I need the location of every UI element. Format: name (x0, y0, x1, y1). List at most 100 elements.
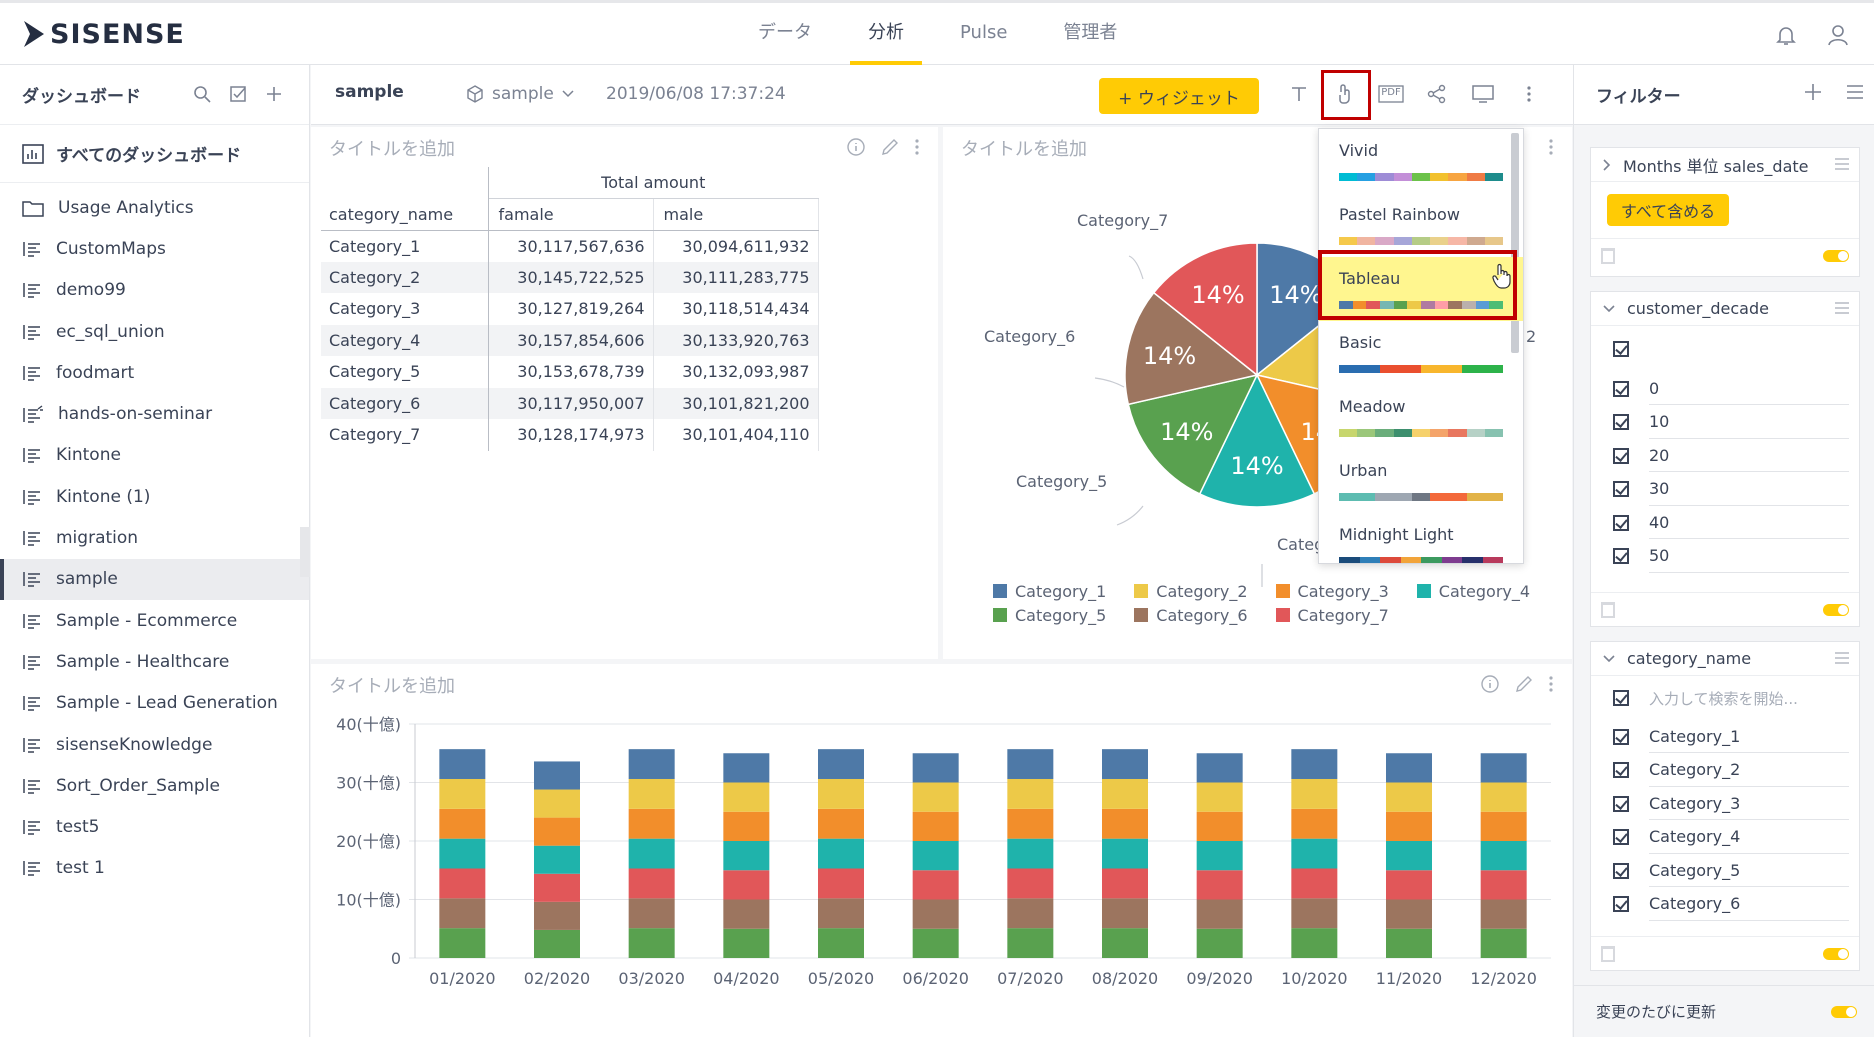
palette-option[interactable]: Midnight Light (1319, 513, 1523, 563)
checkbox[interactable] (1613, 762, 1629, 779)
list-item[interactable]: migration (0, 517, 309, 558)
bar-segment[interactable] (1480, 811, 1527, 841)
tab-pulse[interactable]: Pulse (960, 22, 1008, 43)
list-item[interactable]: sisenseKnowledge (0, 724, 309, 765)
tab-admin[interactable]: 管理者 (1063, 22, 1118, 43)
palette-bucket-icon[interactable] (1332, 81, 1358, 107)
checkbox[interactable] (1613, 447, 1629, 464)
bar-segment[interactable] (439, 778, 486, 809)
list-item[interactable]: hands-on-seminar (0, 393, 309, 434)
widget-menu-icon[interactable] (1548, 674, 1554, 694)
widget-title-placeholder[interactable]: タイトルを追加 (961, 139, 1087, 160)
pivot-col-header[interactable]: category_name (321, 198, 489, 231)
add-filter-icon[interactable] (1804, 83, 1822, 101)
bar-segment[interactable] (912, 899, 959, 929)
user-icon[interactable] (1826, 23, 1850, 47)
checkbox[interactable] (1613, 548, 1629, 565)
checkbox[interactable] (1613, 341, 1629, 357)
bar-segment[interactable] (1007, 928, 1054, 958)
info-icon[interactable] (1480, 674, 1500, 694)
bar-segment[interactable] (818, 868, 864, 899)
bar-segment[interactable] (1196, 899, 1243, 929)
pie-slice[interactable] (1124, 291, 1259, 406)
checklist-icon[interactable] (229, 85, 247, 103)
dropdown-scrollbar[interactable] (1511, 133, 1519, 353)
search-row[interactable]: 入力して検索を開始... (1591, 676, 1859, 720)
list-item[interactable]: Sample - Ecommerce (0, 600, 309, 641)
checkbox[interactable] (1613, 795, 1629, 812)
legend-item[interactable]: Category_1 (993, 579, 1106, 603)
bar-segment[interactable] (1291, 778, 1338, 809)
bar-segment[interactable] (1386, 870, 1432, 900)
bar-segment[interactable] (439, 838, 486, 869)
filter-option[interactable]: 40 (1591, 506, 1859, 540)
checkbox[interactable] (1613, 728, 1629, 745)
monitor-icon[interactable] (1470, 81, 1496, 107)
bar-segment[interactable] (1480, 899, 1527, 929)
bar-segment[interactable] (534, 845, 580, 874)
text-tool-icon[interactable] (1286, 81, 1312, 107)
bar-segment[interactable] (1102, 868, 1148, 899)
bar-segment[interactable] (1386, 841, 1432, 871)
palette-option[interactable]: Vivid (1319, 129, 1523, 193)
bar-segment[interactable] (628, 868, 675, 899)
bar-segment[interactable] (1196, 928, 1243, 958)
bar-segment[interactable] (534, 789, 580, 818)
filter-option[interactable]: Category_1 (1591, 720, 1859, 754)
checkbox[interactable] (1613, 896, 1629, 913)
filter-option[interactable]: Category_5 (1591, 854, 1859, 888)
filter-toggle[interactable] (1823, 604, 1849, 616)
datasource-selector[interactable]: sample (466, 84, 574, 104)
checkbox[interactable] (1613, 481, 1629, 498)
bar-segment[interactable] (723, 782, 770, 812)
checkbox[interactable] (1613, 862, 1629, 879)
bar-segment[interactable] (1386, 811, 1432, 841)
bar-segment[interactable] (439, 898, 486, 929)
palette-option[interactable]: Basic (1319, 321, 1523, 385)
filter-option[interactable]: Category_6 (1591, 888, 1859, 922)
filter-toggle[interactable] (1823, 948, 1849, 960)
list-item[interactable]: test 1 (0, 848, 309, 889)
bar-segment[interactable] (1196, 811, 1243, 841)
panel-collapse-handle[interactable] (300, 527, 310, 577)
sisense-logo[interactable]: SISENSE (24, 19, 185, 50)
list-item[interactable]: Kintone (1) (0, 476, 309, 517)
list-item[interactable]: CustomMaps (0, 228, 309, 269)
list-item[interactable]: demo99 (0, 270, 309, 311)
pdf-icon[interactable] (1378, 81, 1404, 107)
bar-segment[interactable] (628, 928, 675, 958)
bar-segment[interactable] (912, 811, 959, 841)
filter-option[interactable]: Category_3 (1591, 787, 1859, 821)
search-icon[interactable] (193, 85, 211, 103)
bar-segment[interactable] (1480, 870, 1527, 900)
list-item[interactable]: Sort_Order_Sample (0, 765, 309, 806)
bar-segment[interactable] (1291, 898, 1338, 929)
filter-header[interactable]: Months 単位 sales_date (1591, 148, 1859, 182)
bar-segment[interactable] (1102, 928, 1148, 958)
bar-segment[interactable] (912, 753, 959, 783)
legend-item[interactable]: Category_3 (1275, 579, 1389, 603)
list-item[interactable]: foodmart (0, 352, 309, 393)
bar-segment[interactable] (1480, 782, 1527, 812)
bar-segment[interactable] (912, 928, 959, 958)
checkbox[interactable] (1613, 414, 1629, 431)
bar-segment[interactable] (1007, 898, 1054, 929)
filter-option[interactable]: Category_2 (1591, 754, 1859, 788)
bar-segment[interactable] (1007, 778, 1054, 809)
bar-segment[interactable] (534, 929, 580, 958)
checkbox[interactable] (1613, 690, 1629, 706)
list-item[interactable]: Sample - Lead Generation (0, 683, 309, 724)
trash-icon[interactable] (1601, 946, 1615, 962)
edit-pencil-icon[interactable] (1514, 674, 1534, 694)
bar-segment[interactable] (818, 898, 864, 929)
bar-segment[interactable] (1196, 782, 1243, 812)
drag-handle-icon[interactable] (1835, 652, 1849, 664)
bar-segment[interactable] (534, 817, 580, 846)
pie-slice[interactable] (1127, 373, 1259, 495)
bar-segment[interactable] (1386, 899, 1432, 929)
bar-segment[interactable] (534, 761, 580, 790)
pie-slice[interactable] (1198, 373, 1316, 508)
widget-title-placeholder[interactable]: タイトルを追加 (329, 676, 455, 697)
bar-segment[interactable] (723, 811, 770, 841)
filter-option[interactable]: 50 (1591, 540, 1859, 574)
